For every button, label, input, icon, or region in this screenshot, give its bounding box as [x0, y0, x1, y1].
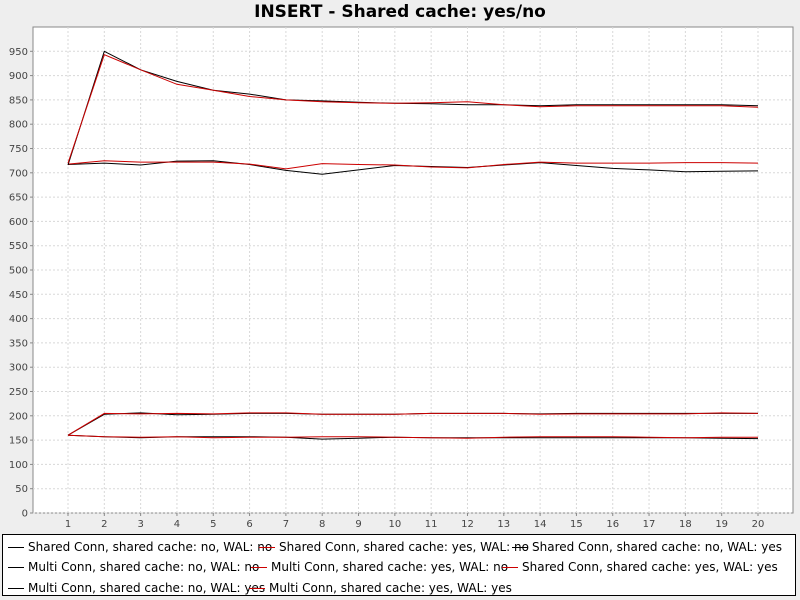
x-tick-label: 15	[570, 519, 583, 530]
legend-label: Shared Conn, shared cache: yes, WAL: yes	[522, 560, 778, 574]
y-tick-label: 300	[9, 363, 28, 374]
legend-swatch	[512, 546, 528, 548]
series-line-8	[67, 54, 759, 164]
legend-swatch	[259, 546, 275, 548]
x-tick-label: 11	[425, 519, 438, 530]
series-lines	[67, 50, 759, 440]
legend-item: Shared Conn, shared cache: yes, WAL: no	[259, 539, 529, 555]
legend-swatch	[249, 587, 265, 589]
y-tick-label: 250	[9, 387, 28, 398]
x-tick-label: 9	[355, 519, 361, 530]
series-line-6	[67, 160, 759, 170]
legend-label: Shared Conn, shared cache: yes, WAL: no	[279, 540, 529, 554]
y-tick-label: 650	[9, 193, 28, 204]
axes: 0 50 100 150 200 250 300 350 400 450 500 550 600 650 7…	[9, 47, 764, 530]
x-tick-label: 8	[319, 519, 325, 530]
x-tick-label: 12	[461, 519, 474, 530]
legend-item: Multi Conn, shared cache: yes, WAL: yes	[249, 580, 512, 596]
legend-item: Shared Conn, shared cache: yes, WAL: yes	[502, 559, 778, 575]
x-tick-label: 19	[715, 519, 728, 530]
y-tick-label: 0	[22, 509, 28, 520]
y-tick-label: 800	[9, 120, 28, 131]
legend-label: Shared Conn, shared cache: no, WAL: no	[28, 540, 273, 554]
legend-swatch	[251, 566, 267, 568]
x-tick-label: 1	[65, 519, 71, 530]
y-tick-label: 900	[9, 71, 28, 82]
y-tick-label: 400	[9, 314, 28, 325]
legend-label: Multi Conn, shared cache: yes, WAL: no	[271, 560, 509, 574]
legend-swatch	[8, 546, 24, 548]
y-tick-label: 100	[9, 460, 28, 471]
x-tick-label: 7	[283, 519, 289, 530]
y-tick-label: 750	[9, 144, 28, 155]
legend-item: Multi Conn, shared cache: no, WAL: no	[8, 559, 259, 575]
y-tick-label: 150	[9, 436, 28, 447]
legend-swatch	[8, 566, 24, 568]
legend-label: Multi Conn, shared cache: yes, WAL: yes	[269, 581, 512, 595]
legend-swatch	[502, 566, 518, 568]
line-chart: 0 50 100 150 200 250 300 350 400 450 500 550 600 650 7…	[9, 26, 794, 530]
x-tick-label: 16	[606, 519, 619, 530]
y-tick-label: 500	[9, 266, 28, 277]
legend-label: Multi Conn, shared cache: no, WAL: yes	[28, 581, 266, 595]
y-tick-label: 350	[9, 338, 28, 349]
chart-title: INSERT - Shared cache: yes/no	[254, 2, 546, 22]
x-tick-label: 10	[388, 519, 401, 530]
y-tick-label: 50	[15, 484, 28, 495]
grid-lines	[33, 27, 793, 514]
series-line-2	[67, 412, 759, 436]
y-tick-label: 200	[9, 411, 28, 422]
x-tick-label: 5	[210, 519, 216, 530]
x-tick-label: 13	[497, 519, 510, 530]
x-tick-label: 14	[534, 519, 547, 530]
y-tick-label: 850	[9, 95, 28, 106]
x-tick-label: 2	[101, 519, 107, 530]
y-tick-label: 700	[9, 168, 28, 179]
legend-item: Shared Conn, shared cache: no, WAL: no	[8, 539, 272, 555]
legend-label: Multi Conn, shared cache: no, WAL: no	[28, 560, 260, 574]
x-tick-label: 17	[643, 519, 656, 530]
x-tick-label: 20	[752, 519, 765, 530]
legend: Shared Conn, shared cache: no, WAL: no Sh…	[2, 534, 796, 596]
series-line-5	[67, 434, 758, 439]
y-tick-label: 950	[9, 47, 28, 58]
y-tick-label: 450	[9, 290, 28, 301]
x-tick-label: 18	[679, 519, 692, 530]
y-tick-label: 550	[9, 241, 28, 252]
legend-swatch	[8, 587, 24, 589]
x-tick-label: 4	[174, 519, 180, 530]
x-tick-label: 3	[137, 519, 143, 530]
legend-label: Shared Conn, shared cache: no, WAL: yes	[532, 540, 782, 554]
y-tick-label: 600	[9, 217, 28, 228]
x-tick-label: 6	[246, 519, 252, 530]
legend-item: Multi Conn, shared cache: yes, WAL: no	[251, 559, 508, 575]
legend-item: Multi Conn, shared cache: no, WAL: yes	[8, 580, 265, 596]
legend-item: Shared Conn, shared cache: no, WAL: yes	[512, 539, 782, 555]
